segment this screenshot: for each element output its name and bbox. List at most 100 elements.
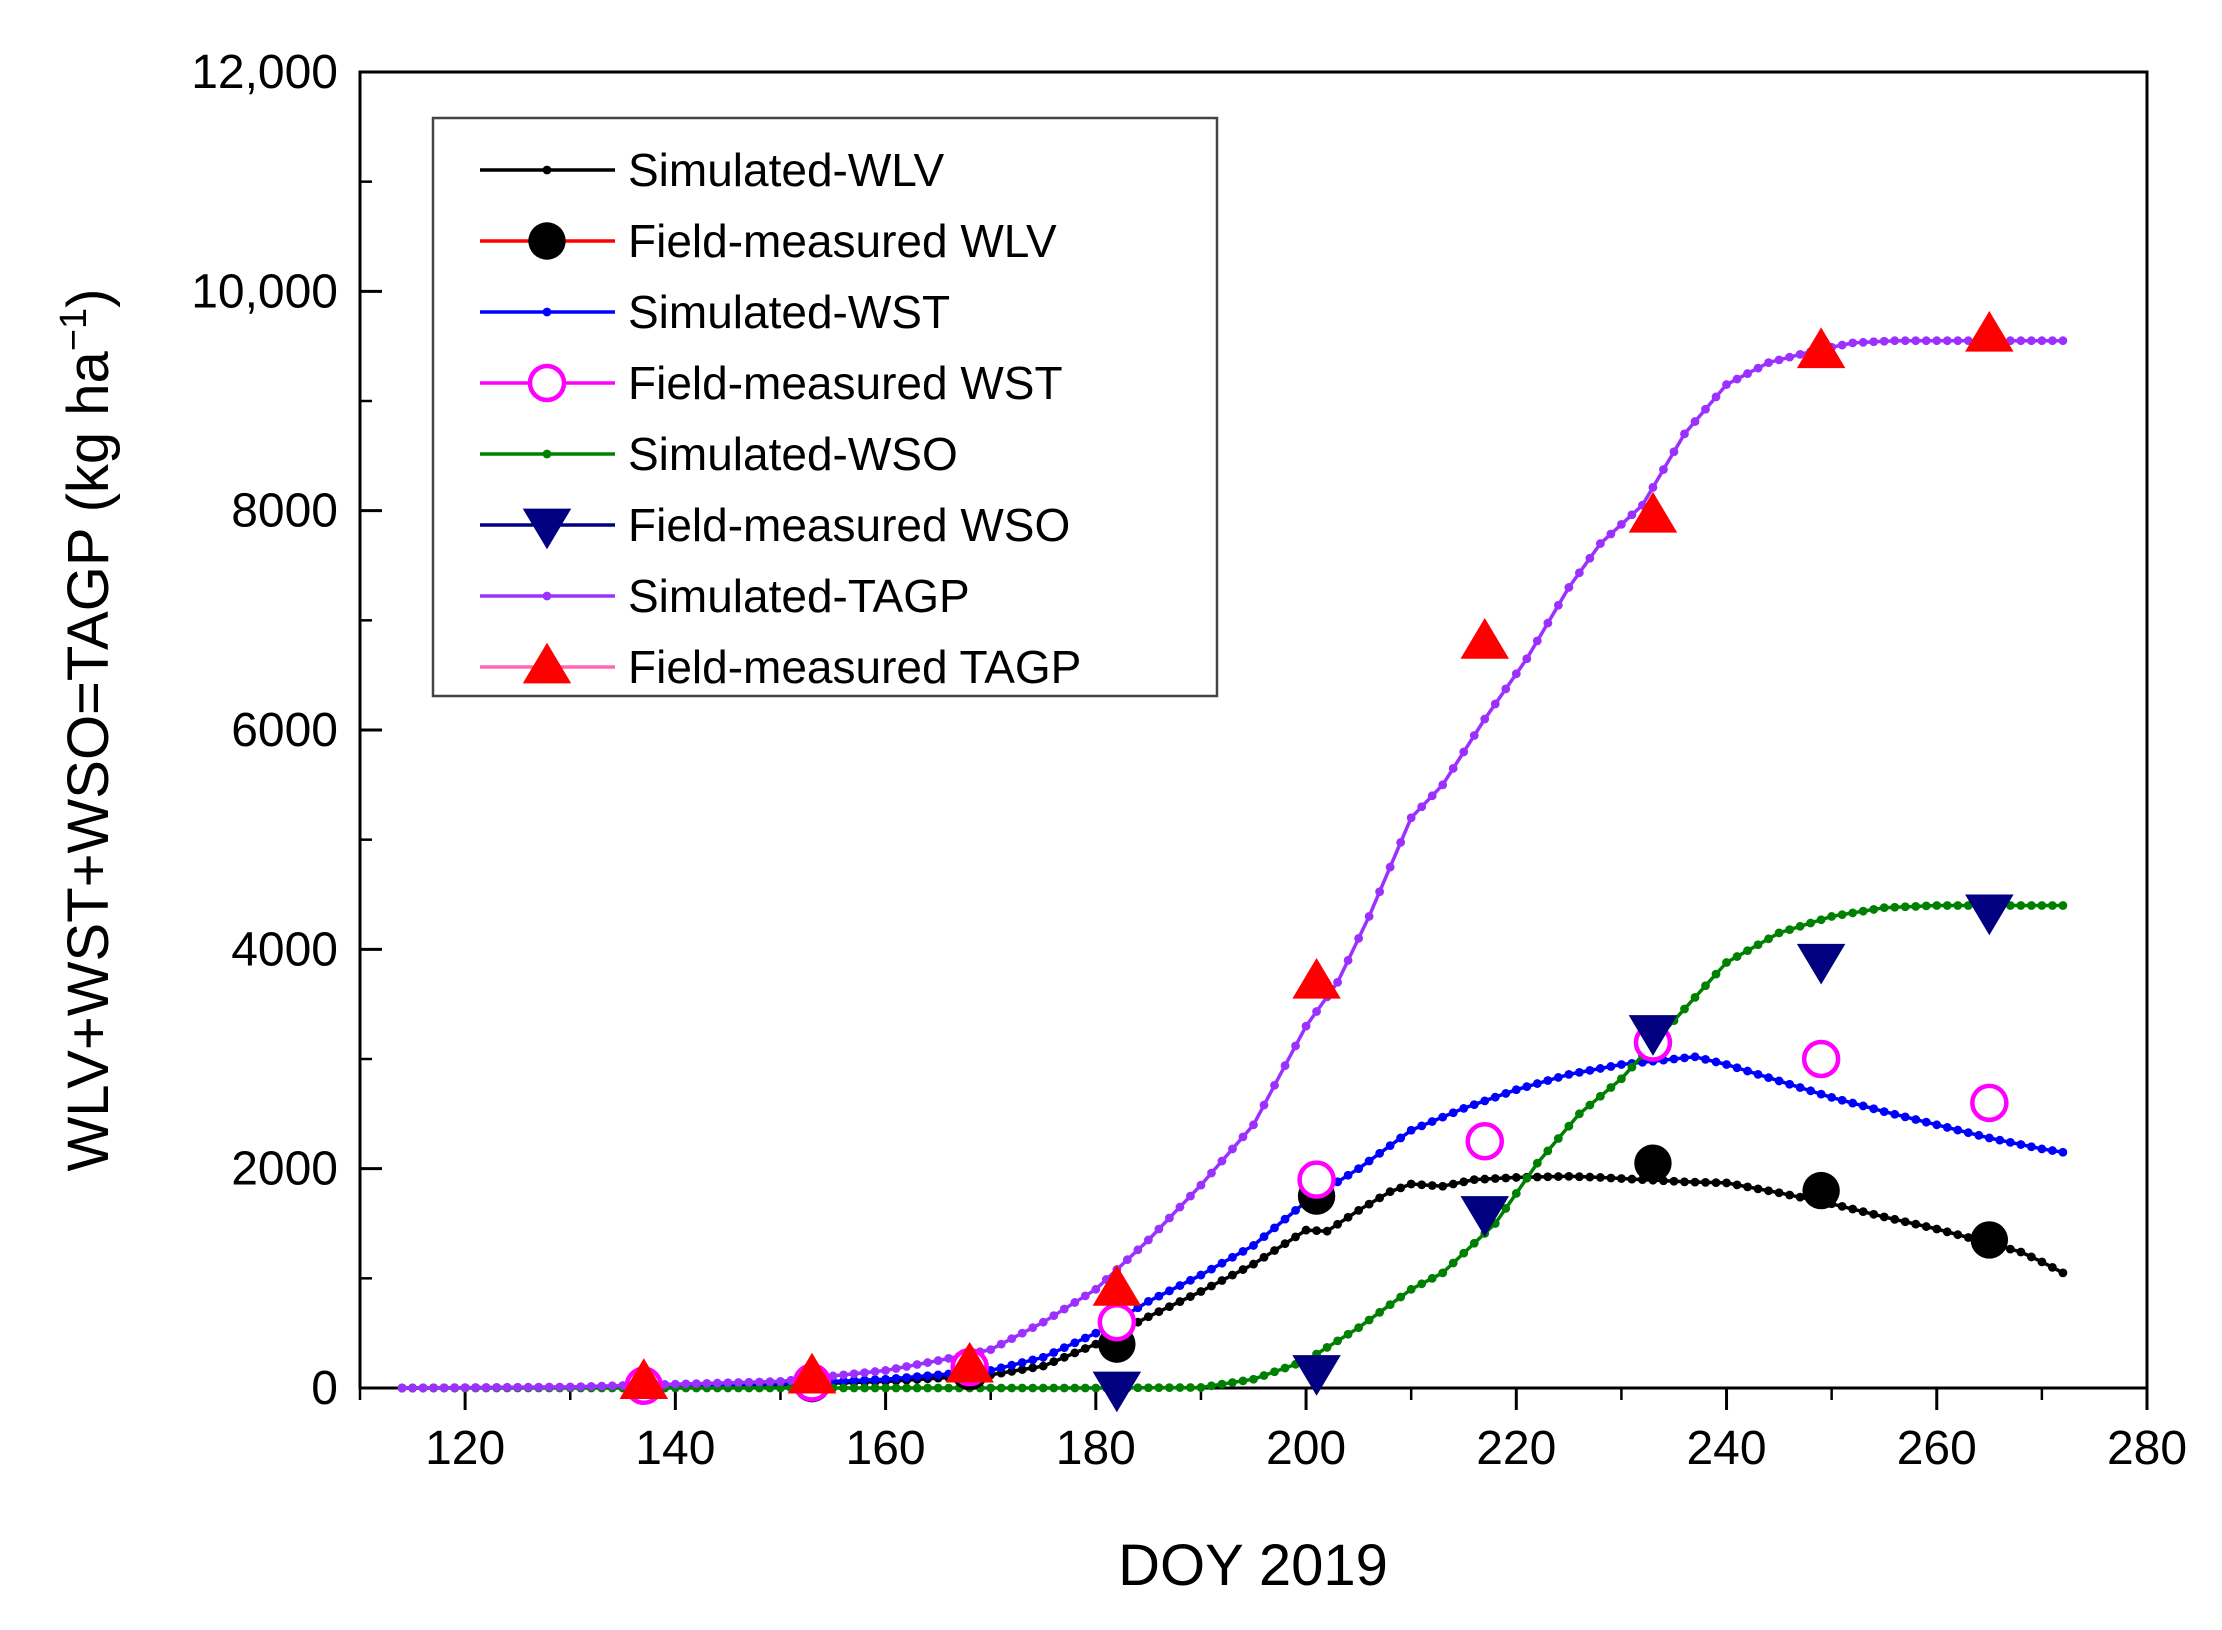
series-daily-point xyxy=(1207,1381,1216,1391)
series-daily-point xyxy=(1806,1086,1816,1096)
series-daily-point xyxy=(1301,1225,1311,1235)
series-daily-point xyxy=(734,1378,743,1387)
series-daily-point xyxy=(1932,1224,1942,1234)
series-daily-point xyxy=(2058,901,2068,910)
series-daily-point xyxy=(1795,1192,1805,1202)
series-daily-point xyxy=(986,1383,996,1393)
series-daily-point xyxy=(1974,1130,1984,1140)
series-daily-point xyxy=(1722,1060,1731,1069)
series-daily-point xyxy=(1701,1054,1710,1064)
series-daily-point xyxy=(1690,992,1700,1002)
series-daily-point xyxy=(1028,1383,1038,1393)
series-daily-point xyxy=(597,1381,607,1391)
series-daily-point xyxy=(523,1382,533,1392)
series-daily-point xyxy=(1480,1174,1490,1184)
series-daily-point xyxy=(1659,465,1668,474)
series-daily-point xyxy=(1617,1074,1626,1084)
series-daily-point xyxy=(1511,1173,1521,1182)
series-daily-point xyxy=(1007,1334,1017,1344)
series-daily-point xyxy=(1375,1307,1385,1317)
series-daily-point xyxy=(1406,1179,1416,1189)
series-daily-point xyxy=(1858,1207,1868,1217)
data-point xyxy=(619,1358,669,1399)
series-daily-point xyxy=(1963,1128,1973,1138)
series-daily-point xyxy=(1343,1170,1353,1180)
series-daily-point xyxy=(1501,1204,1511,1213)
series-daily-point xyxy=(870,1383,880,1393)
series-daily-point xyxy=(1312,1007,1321,1016)
series-daily-point xyxy=(1574,1172,1584,1182)
series-daily-point xyxy=(744,1377,754,1387)
series-daily-point xyxy=(870,1367,880,1376)
series-daily-point xyxy=(1438,1112,1448,1122)
x-tick-label: 280 xyxy=(2107,1422,2187,1475)
series-daily-point xyxy=(1816,1089,1826,1099)
series-daily-point xyxy=(1070,1298,1080,1307)
series-daily-point xyxy=(1869,337,1879,347)
series-daily-point xyxy=(1448,763,1458,773)
series-daily-point xyxy=(860,1368,869,1378)
series-daily-point xyxy=(933,1370,943,1380)
x-tick-label: 140 xyxy=(635,1422,715,1475)
series-daily-point xyxy=(1038,1317,1048,1327)
series-daily-point xyxy=(471,1383,481,1392)
data-point xyxy=(1292,957,1341,999)
series-daily-point xyxy=(1574,568,1584,578)
series-daily-point xyxy=(1911,336,1921,346)
series-daily-point xyxy=(944,1353,954,1363)
series-daily-point xyxy=(755,1383,764,1393)
data-point xyxy=(945,1341,994,1383)
series-daily-point xyxy=(2037,336,2047,346)
series-daily-point xyxy=(1091,1383,1101,1393)
series-daily-point xyxy=(1669,447,1679,457)
series-daily-point xyxy=(1028,1363,1038,1373)
series-daily-point xyxy=(1490,699,1500,709)
series-daily-point xyxy=(1059,1383,1069,1393)
series-daily-point xyxy=(1532,636,1542,646)
series-daily-point xyxy=(1217,1258,1227,1268)
series-daily-point xyxy=(1049,1383,1059,1393)
series-daily-point xyxy=(1743,1182,1752,1192)
series-daily-point xyxy=(1175,1202,1185,1212)
series-daily-point xyxy=(1942,901,1952,910)
series-daily-point xyxy=(502,1382,512,1392)
series-daily-point xyxy=(1574,1109,1584,1119)
series-daily-point xyxy=(1364,912,1374,921)
series-daily-point xyxy=(1690,1177,1700,1187)
series-daily-point xyxy=(1007,1383,1017,1393)
series-daily-point xyxy=(691,1379,701,1389)
series-daily-point xyxy=(1490,1092,1500,1102)
series-daily-point xyxy=(912,1360,922,1369)
series-daily-point xyxy=(1049,1311,1059,1321)
series-daily-point xyxy=(2037,1257,2047,1267)
series-daily-point xyxy=(1186,1275,1195,1285)
series-daily-point xyxy=(1900,1112,1910,1122)
series-daily-point xyxy=(1196,1180,1206,1190)
series-daily-point xyxy=(1238,1246,1248,1256)
legend-label: Field-measured WLV xyxy=(628,215,1057,267)
data-point xyxy=(1465,1122,1505,1161)
series-daily-point xyxy=(1785,925,1794,934)
series-daily-point xyxy=(1154,1291,1164,1301)
series-daily-point xyxy=(1017,1358,1027,1367)
legend-swatch-marker xyxy=(542,307,552,317)
legend-item: Simulated-WST xyxy=(480,286,950,338)
series-daily-point xyxy=(1322,1343,1332,1352)
series-daily-point xyxy=(1795,1083,1805,1092)
x-tick-label: 180 xyxy=(1056,1422,1136,1475)
series-daily-point xyxy=(1753,1069,1763,1079)
series-daily-point xyxy=(1911,901,1921,911)
series-daily-point xyxy=(1154,1383,1164,1393)
legend-item: Field-measured WSO xyxy=(480,499,1070,551)
series-daily-point xyxy=(1070,1383,1080,1393)
series-daily-point xyxy=(1553,1134,1563,1143)
series-daily-point xyxy=(1406,813,1416,823)
y-axis-title: WLV+WST+WSO=TAGP (kg ha−1) xyxy=(53,289,121,1172)
series-daily-point xyxy=(2016,1247,2026,1257)
series-daily-point xyxy=(776,1377,785,1386)
series-daily-point xyxy=(1375,1193,1385,1203)
series-daily-point xyxy=(1343,955,1353,965)
series-daily-point xyxy=(1585,553,1595,563)
series-daily-point xyxy=(1480,714,1490,724)
series-daily-point xyxy=(1165,1383,1174,1393)
